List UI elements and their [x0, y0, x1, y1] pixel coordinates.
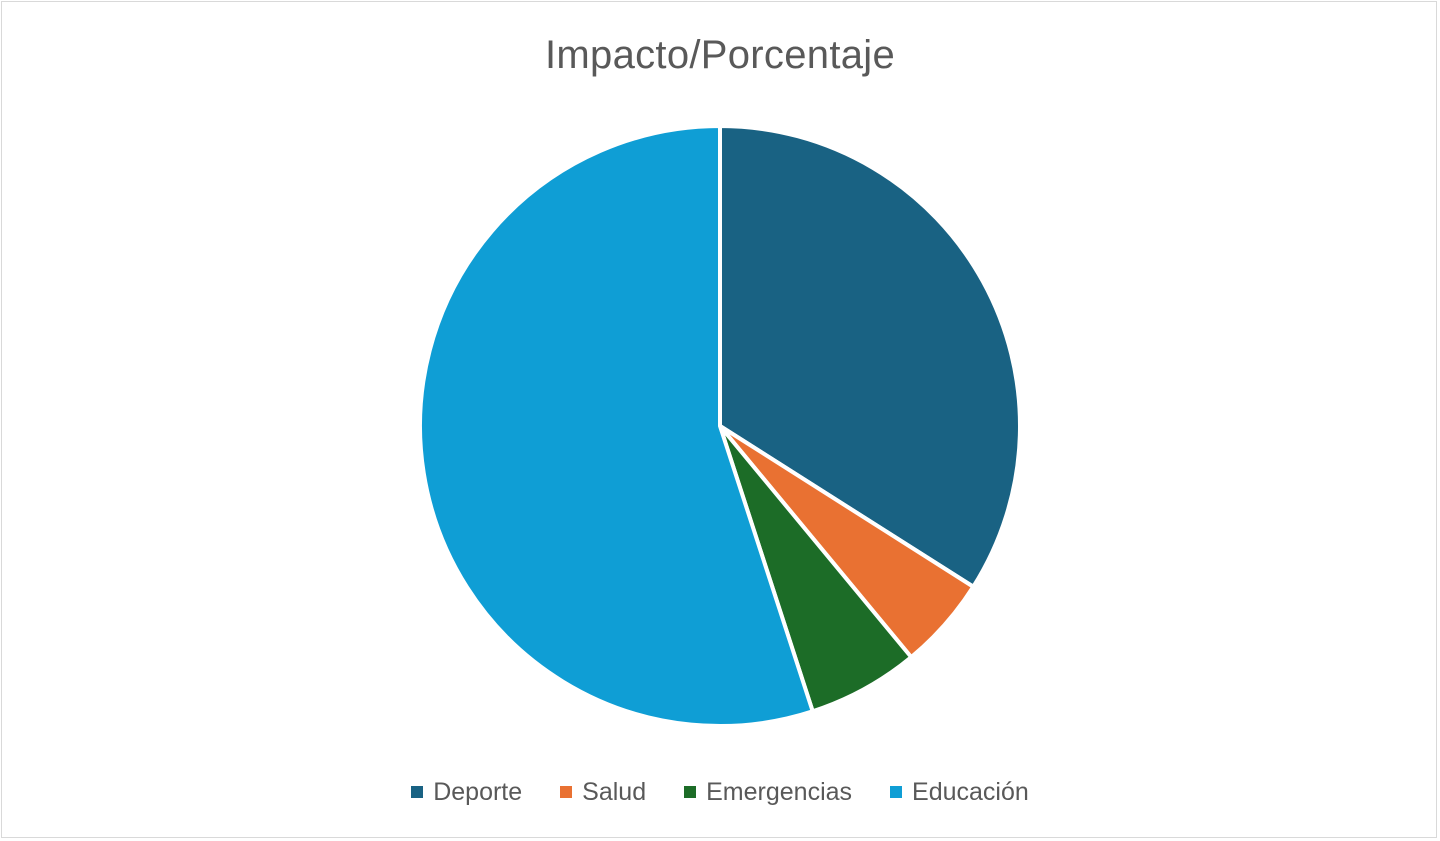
legend-label: Educación [912, 778, 1029, 806]
legend-label: Emergencias [706, 778, 853, 806]
legend-item-educacion[interactable]: Educación [890, 777, 1029, 807]
legend-item-deporte[interactable]: Deporte [411, 777, 522, 807]
legend-label: Deporte [433, 778, 523, 806]
legend-swatch-emergencias [684, 786, 697, 798]
pie-slices [418, 124, 1022, 728]
legend-item-emergencias[interactable]: Emergencias [684, 777, 852, 807]
legend-swatch-deporte [411, 786, 424, 798]
legend-label: Salud [582, 778, 647, 806]
legend-swatch-salud [560, 786, 573, 798]
pie-slice-educacion[interactable] [418, 124, 815, 728]
legend-swatch-educacion [890, 786, 903, 798]
legend-item-salud[interactable]: Salud [560, 777, 646, 807]
chart-title: Impacto/Porcentaje [544, 33, 896, 77]
legend: Deporte Salud Emergencias Educación [0, 774, 1440, 810]
